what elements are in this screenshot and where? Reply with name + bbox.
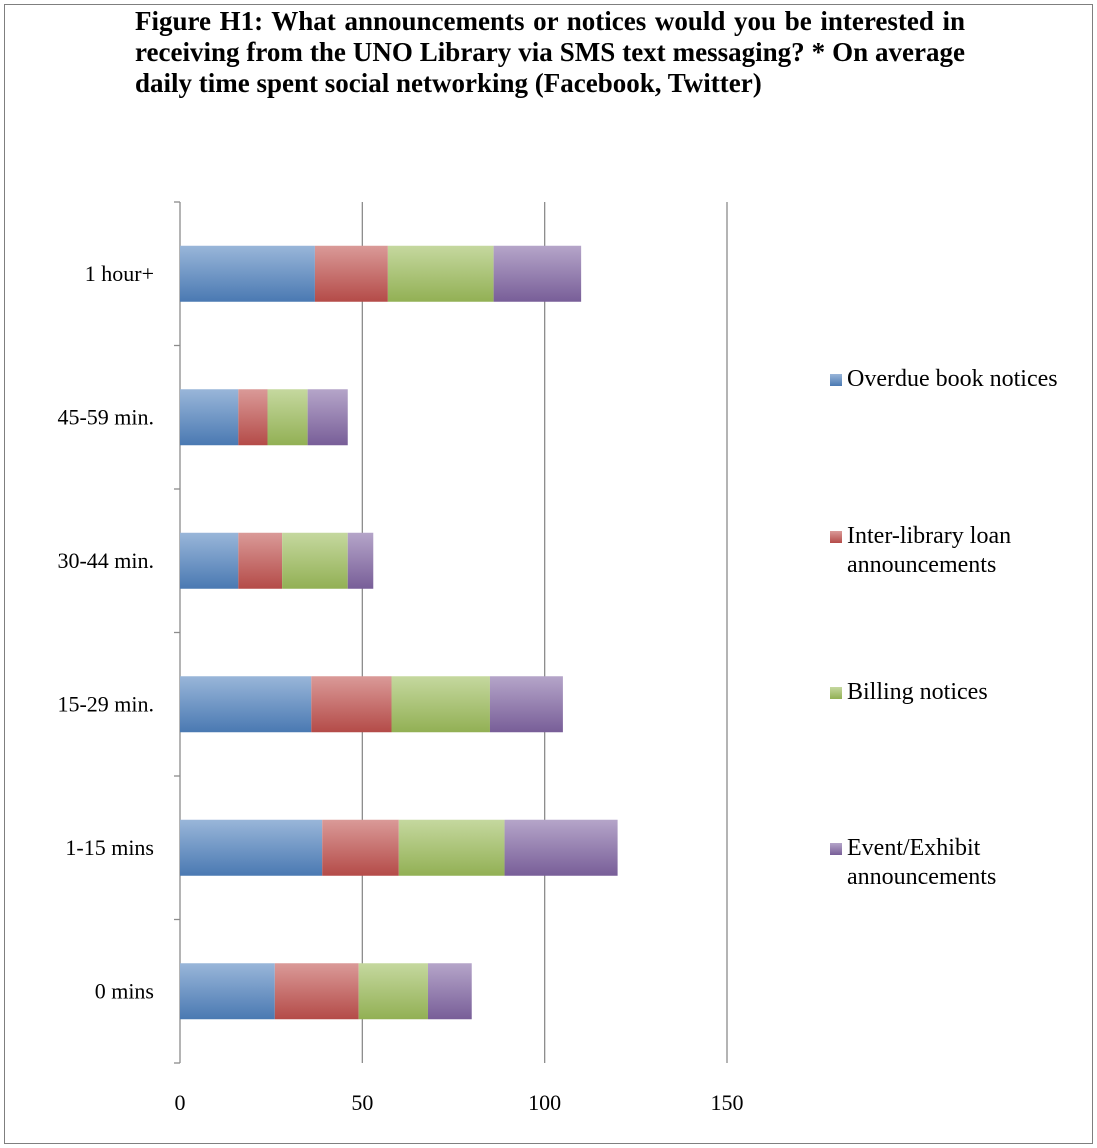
bar-segment: [489, 676, 563, 733]
bar-segment: [238, 389, 268, 446]
y-category-label: 15-29 min.: [57, 691, 154, 716]
y-category-label: 1 hour+: [85, 261, 154, 286]
bar-segment: [391, 676, 490, 733]
chart-title: Figure H1: What announcements or notices…: [135, 6, 965, 98]
bar-segment: [180, 389, 239, 446]
x-tick-label: 100: [528, 1090, 561, 1115]
bar-segment: [427, 963, 472, 1020]
bar-segment: [358, 963, 428, 1020]
y-category-label: 45-59 min.: [57, 404, 154, 429]
bar-segment: [180, 245, 315, 302]
bar-segment: [322, 819, 399, 876]
bar-segment: [347, 532, 374, 589]
legend-label: Overdue book notices: [847, 366, 1058, 392]
bar-segment: [180, 676, 312, 733]
bar-segment: [398, 819, 505, 876]
x-tick-label: 0: [175, 1090, 186, 1115]
legend-label: Event/Exhibit announcements: [847, 835, 997, 890]
y-category-label: 0 mins: [95, 978, 154, 1003]
legend-label: Billing notices: [847, 679, 988, 705]
bar-segment: [282, 532, 348, 589]
legend-label: Inter-library loan announcements: [847, 523, 1012, 578]
bar-segment: [307, 389, 348, 446]
bar-segment: [267, 389, 308, 446]
bar-segment: [180, 532, 239, 589]
bar-segment: [504, 819, 618, 876]
bar-segment: [387, 245, 494, 302]
bar-segment: [311, 676, 392, 733]
x-tick-label: 150: [711, 1090, 744, 1115]
x-tick-label: 50: [351, 1090, 373, 1115]
bar-segment: [180, 963, 275, 1020]
legend-swatch: [830, 374, 842, 386]
y-category-label: 30-44 min.: [57, 548, 154, 573]
legend-swatch: [830, 687, 842, 699]
y-category-label: 1-15 mins: [65, 835, 154, 860]
legend-swatch: [830, 843, 842, 855]
bar-segment: [180, 819, 323, 876]
bar-segment: [238, 532, 283, 589]
legend-swatch: [830, 531, 842, 543]
bar-segment: [493, 245, 582, 302]
bar-segment: [314, 245, 388, 302]
bar-segment: [274, 963, 359, 1020]
